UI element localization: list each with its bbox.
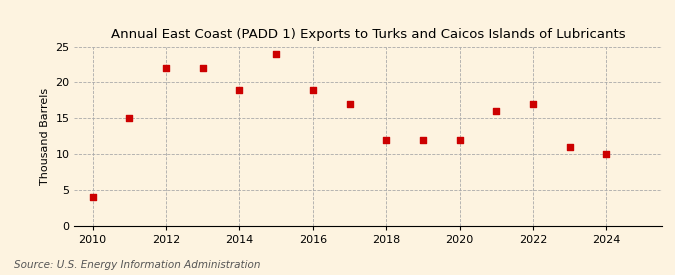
Point (344, 102, 355, 106)
Point (234, 87, 245, 92)
Title: Annual East Coast (PADD 1) Exports to Turks and Caicos Islands of Lubricants: Annual East Coast (PADD 1) Exports to Tu… (111, 28, 625, 42)
Point (601, 152, 612, 156)
Text: Source: U.S. Energy Information Administration: Source: U.S. Energy Information Administ… (14, 260, 260, 270)
Point (491, 109, 502, 113)
Point (161, 66, 171, 70)
Point (418, 138, 429, 142)
Y-axis label: Thousand Barrels: Thousand Barrels (40, 87, 50, 185)
Point (124, 116, 135, 120)
Point (381, 138, 392, 142)
Point (528, 102, 539, 106)
Point (87, 195, 98, 199)
Point (454, 138, 465, 142)
Point (271, 52, 281, 56)
Point (307, 87, 318, 92)
Point (197, 66, 208, 70)
Point (564, 145, 575, 149)
